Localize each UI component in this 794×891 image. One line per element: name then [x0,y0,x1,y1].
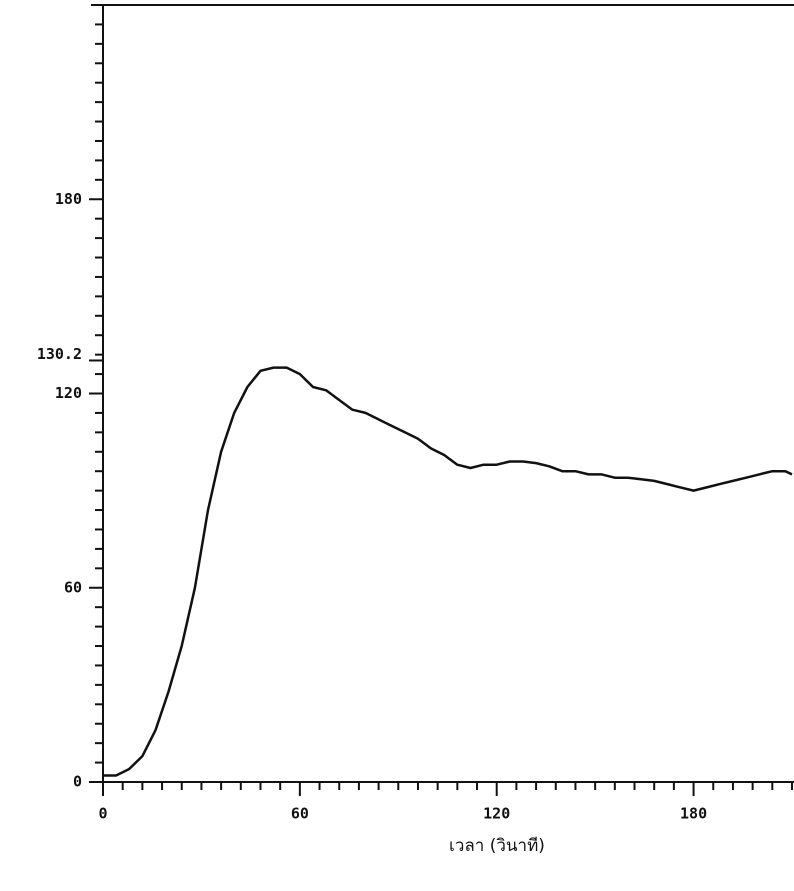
y-tick-label: 180 [55,190,82,208]
y-tick-label: 130.2 [37,345,82,363]
y-tick-label: 0 [73,773,82,791]
data-line [103,366,793,777]
x-tick-label: 0 [98,805,107,823]
x-tick-label: 120 [483,805,510,823]
y-tick-label: 60 [64,578,82,596]
x-tick-label: 180 [680,805,707,823]
x-axis-label: เวลา (วินาที) [449,836,545,856]
y-tick-label: 120 [55,384,82,402]
x-tick-label: 60 [291,805,309,823]
